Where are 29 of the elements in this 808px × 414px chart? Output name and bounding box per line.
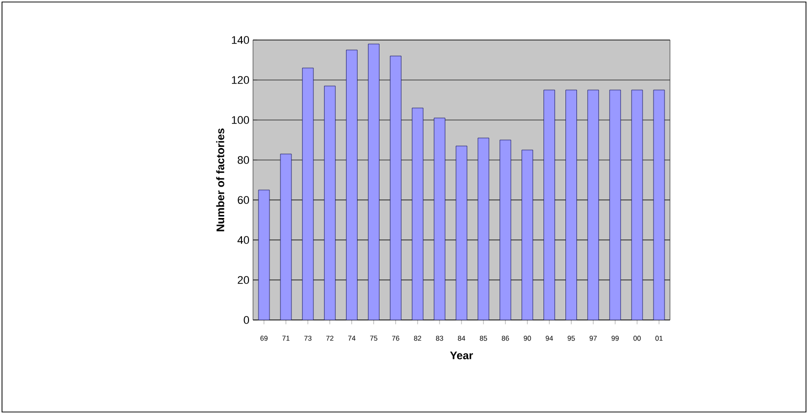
bar [368,44,380,320]
bar [390,56,402,320]
y-tick-label: 20 [238,276,250,284]
bar [653,90,665,320]
y-tick-label: 0 [244,316,250,324]
y-tick-label: 60 [238,196,250,204]
y-tick-label: 80 [238,156,250,164]
y-tick-label: 140 [232,36,250,44]
bar [500,140,512,320]
y-tick-label: 120 [232,76,250,84]
y-axis-title: Number of factories [216,128,224,232]
bar [302,68,314,320]
bar [346,50,358,320]
x-axis-title: Year [450,352,473,360]
bar [324,86,336,320]
bar [522,150,534,320]
bar [456,146,468,320]
bar [280,154,292,320]
bar [258,190,270,320]
bar [566,90,577,320]
bar [434,118,446,320]
bar [412,108,424,320]
bar [587,90,599,320]
bar [609,90,621,320]
y-tick-label: 40 [237,236,250,244]
y-tick-label: 100 [232,116,250,124]
bar [544,90,555,320]
bar [478,138,490,320]
bar [631,90,643,320]
